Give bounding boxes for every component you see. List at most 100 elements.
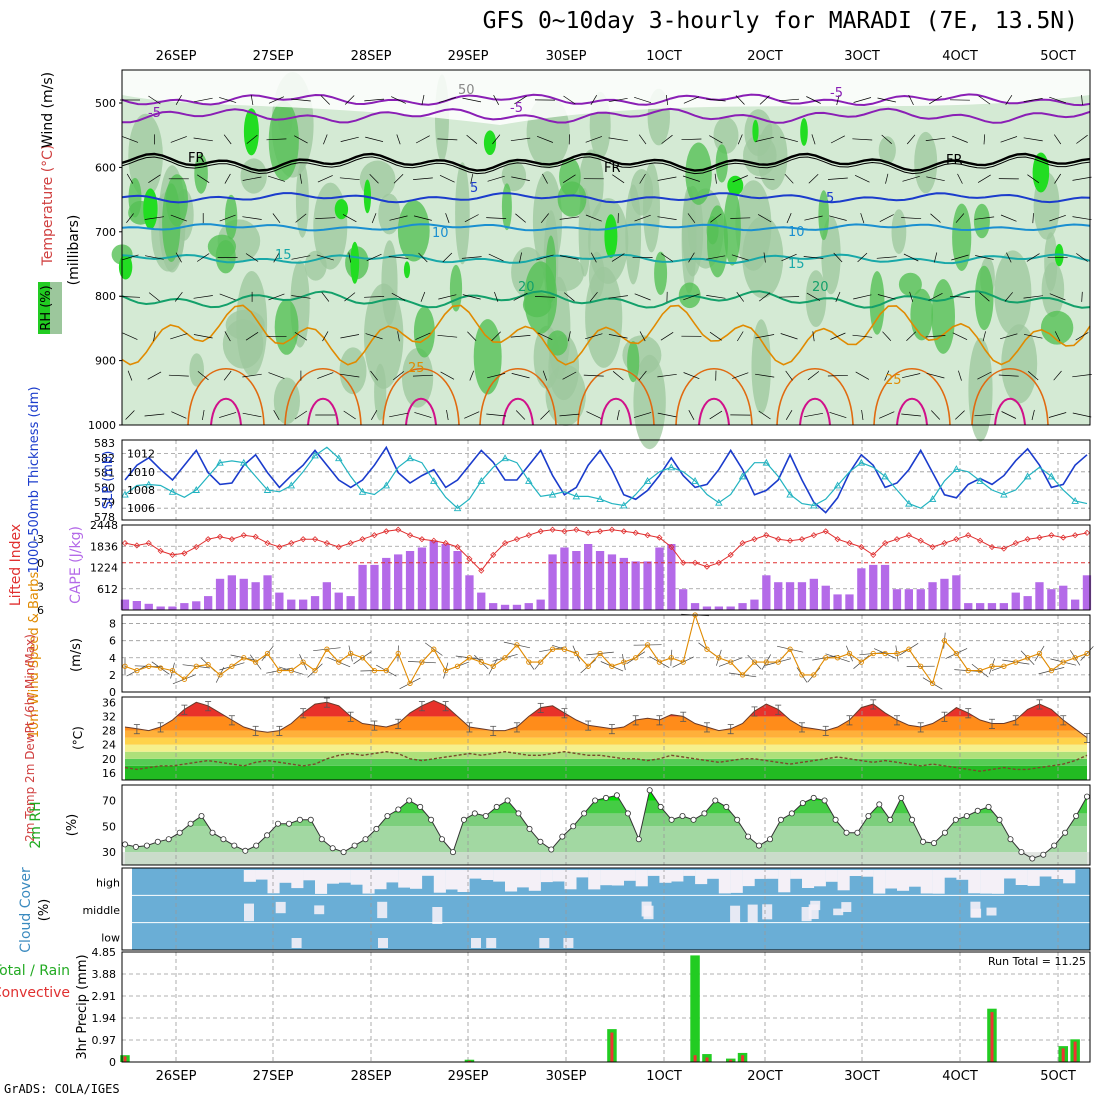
wind-barb [806,292,821,301]
wind-barb [440,371,455,380]
pressure-tick: 500 [95,97,116,110]
wind-speed-line [124,613,1088,685]
temperature-contour [479,368,557,426]
wind-barb [364,98,385,102]
wind-barb [148,292,160,302]
date-label-bottom: 27SEP [253,1069,294,1084]
wind-barb [952,332,968,341]
lifted-index-point [288,540,295,547]
cloud-high-cell [790,870,803,879]
cape-bar [584,544,593,610]
wind-barb [1000,214,1017,222]
wind-barb [393,174,404,184]
cloud-high-cell [861,870,874,877]
date-label-bottom: 5OCT [1040,1069,1076,1084]
rh-point [329,845,336,852]
temperature-contour [284,368,362,426]
rh-point [231,842,238,849]
pressure-tick: 800 [95,290,116,303]
cloud-high-cell [1003,870,1016,879]
wind-barb [781,253,797,262]
cloud-middle-cell [971,908,982,918]
wind-speed-point [1024,655,1031,661]
wind-barb [197,174,210,183]
run-total-label: Run Total = 11.25 [988,955,1086,968]
rh-point [143,842,150,849]
rh-point [963,813,970,820]
pressure-tick: 600 [95,161,116,174]
wind-barb [830,135,845,144]
temperature-contour [307,397,339,426]
wind-barb [145,255,164,260]
thickness-axis-label: 1000-500mb Thickness (dm) [27,386,42,573]
wind-barb [975,255,994,260]
cloud-high-cell [505,870,518,892]
lifted-index-point [205,536,212,543]
contour-label: FR [946,153,963,168]
rh-point [1029,855,1036,862]
wind-barb [369,174,379,184]
temperature-contour [121,304,1091,366]
rh-point [974,807,981,814]
wind-barb [540,410,550,420]
wind-barb [224,331,231,342]
rh-point [843,829,850,836]
cape-bar [702,606,712,610]
slp-point [596,495,604,503]
temperature-contour [382,368,460,426]
cloud-high-cell [802,870,815,888]
wind-barb [268,372,285,379]
date-label-top: 30SEP [546,49,587,64]
slp-point [928,495,937,503]
cloud-high-cell [386,870,399,883]
rh-contour-area [723,188,741,266]
cloud-high-cell [457,870,470,892]
cape-bar [453,551,462,610]
wind-barb [902,373,921,379]
pressure-tick: 900 [95,355,116,368]
slp-point [192,486,201,493]
slp-point [762,458,771,466]
cloud-high-cell [873,870,886,894]
wind-speed-point [241,655,247,661]
lifted-index-point [739,540,746,547]
precip-total-bar [690,955,700,1062]
rh-point [504,797,511,804]
rh-point [788,810,795,817]
wind-barb [464,411,480,419]
cloud-high-cell [291,870,304,889]
wind-barb [125,410,135,420]
wind-barb [294,410,308,420]
wind-speed-point [371,667,378,674]
wind-barb [925,335,946,338]
wind-barb [562,371,577,380]
wind-barb [735,95,745,105]
cape-bar [512,604,522,610]
cloud-middle-cell [986,907,997,916]
rh-point [274,820,281,827]
wind-barb [1054,331,1061,342]
lifted-index-point [585,529,592,536]
cloud-high-cell [611,870,624,886]
rh-contour-area [339,347,367,395]
cloud-high-cell [362,870,375,894]
precip-convective-bar [741,1055,745,1062]
wind-barb [536,135,554,143]
lifted-index-point [644,532,651,539]
slp-point [548,490,557,498]
wind-barb [1005,95,1013,105]
wind-barb [855,371,870,380]
cloud-high-cell [992,870,1005,894]
slp-tick: 1010 [127,466,155,479]
lifted-index-point [1012,540,1019,547]
wind-speed-point [146,663,152,669]
wind-barb [808,174,819,184]
cloud-high-cell [932,870,945,894]
cape-bar [465,575,474,610]
cape-bar [762,575,771,610]
wind-barb [534,296,555,298]
wind-barb [1027,371,1039,381]
lifted-index-point [264,540,271,547]
lifted-index-point [941,540,948,547]
